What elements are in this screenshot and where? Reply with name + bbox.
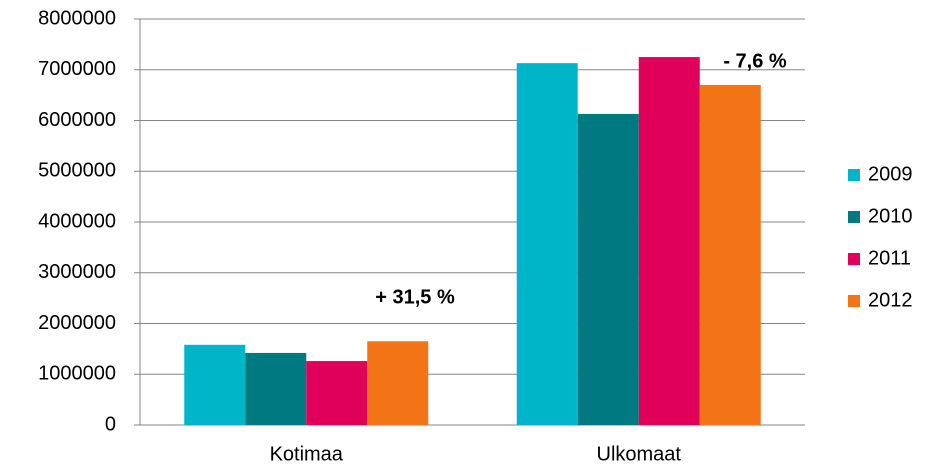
bar bbox=[245, 352, 307, 425]
y-tick-label: 8000000 bbox=[38, 7, 116, 29]
x-tick-label: Ulkomaat bbox=[597, 443, 682, 465]
y-tick-label: 5000000 bbox=[38, 160, 116, 182]
y-tick-label: 2000000 bbox=[38, 312, 116, 334]
y-tick-label: 0 bbox=[105, 413, 116, 435]
bar bbox=[638, 57, 700, 425]
bar bbox=[577, 113, 639, 425]
y-tick-label: 1000000 bbox=[38, 363, 116, 385]
legend-swatch bbox=[848, 253, 860, 265]
bar bbox=[306, 361, 368, 425]
legend-label: 2012 bbox=[868, 289, 913, 311]
y-tick-label: 7000000 bbox=[38, 58, 116, 80]
bar bbox=[699, 84, 761, 425]
x-tick-label: Kotimaa bbox=[270, 443, 344, 465]
legend-label: 2010 bbox=[868, 205, 913, 227]
legend-swatch bbox=[848, 169, 860, 181]
y-tick-label: 4000000 bbox=[38, 210, 116, 232]
legend-label: 2009 bbox=[868, 163, 913, 185]
annotation: + 31,5 % bbox=[375, 286, 455, 308]
legend-swatch bbox=[848, 295, 860, 307]
bar bbox=[367, 341, 429, 425]
legend-label: 2011 bbox=[868, 247, 911, 269]
y-tick-label: 6000000 bbox=[38, 109, 116, 131]
legend-swatch bbox=[848, 211, 860, 223]
annotation: - 7,6 % bbox=[723, 50, 787, 72]
bar bbox=[184, 344, 246, 425]
y-tick-label: 3000000 bbox=[38, 261, 116, 283]
bar bbox=[516, 63, 578, 426]
